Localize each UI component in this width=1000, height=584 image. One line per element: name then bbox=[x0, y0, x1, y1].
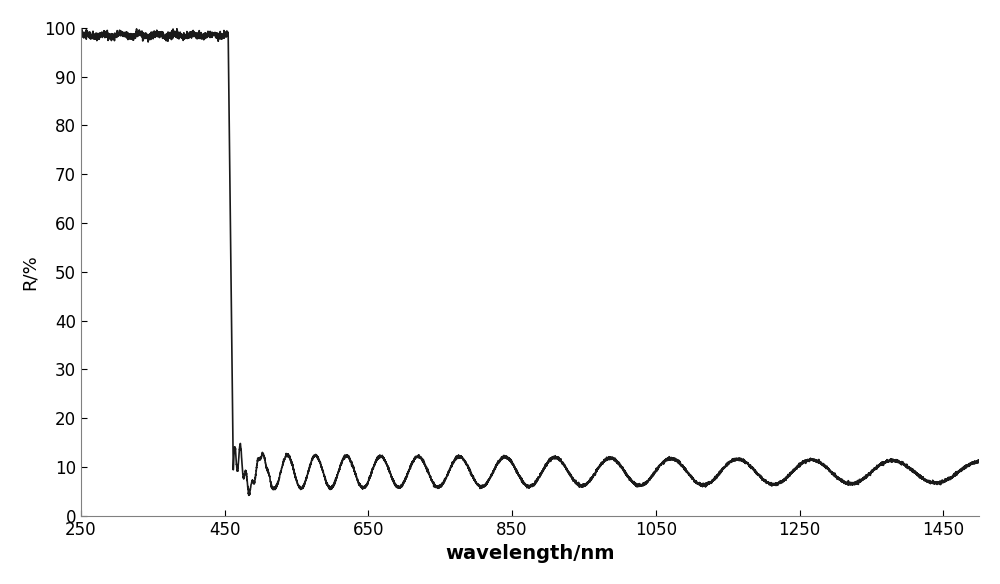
X-axis label: wavelength/nm: wavelength/nm bbox=[445, 544, 615, 563]
Y-axis label: R/%: R/% bbox=[21, 254, 39, 290]
